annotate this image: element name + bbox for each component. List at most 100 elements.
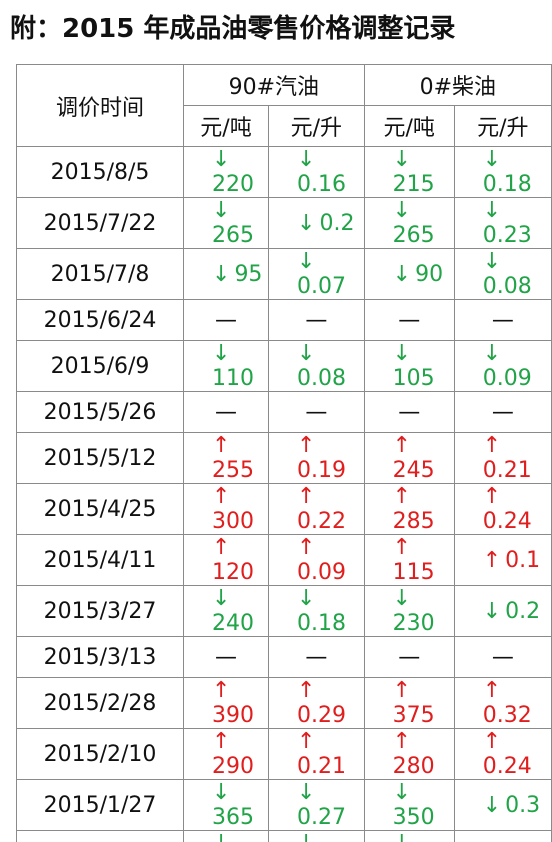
diesel-price-per-liter: ↓0.2 (454, 831, 551, 842)
price-change-value: 0.24 (483, 509, 532, 534)
diesel-price-per-ton: ↑375 (364, 678, 454, 729)
arrow-down-icon: ↓ (393, 262, 411, 287)
gasoline-price-per-liter: ↓0.2 (269, 198, 365, 249)
adjustment-date: 2015/7/8 (17, 249, 184, 300)
price-change-value: 0.24 (483, 754, 532, 779)
adjustment-date: 2015/3/27 (17, 586, 184, 637)
price-change-value: 0.2 (505, 599, 540, 624)
price-change-value: 105 (393, 366, 435, 391)
adjustment-date: 2015/1/27 (17, 780, 184, 831)
no-adjustment-dash: — (215, 645, 237, 670)
diesel-price-per-ton: ↓230 (364, 586, 454, 637)
arrow-up-icon: ↑ (297, 535, 315, 560)
diesel-price-per-liter: ↑0.24 (454, 484, 551, 535)
no-adjustment-dash: — (398, 645, 420, 670)
gasoline-price-per-liter: ↑0.09 (269, 535, 365, 586)
gasoline-price-per-ton: ↑120 (184, 535, 269, 586)
diesel-price-per-ton: — (364, 300, 454, 341)
price-change-value: 375 (393, 703, 435, 728)
gasoline-unit-ton-header: 元/吨 (184, 106, 269, 147)
diesel-price-per-ton: ↓105 (364, 341, 454, 392)
arrow-down-icon: ↓ (393, 831, 411, 842)
price-change-value: 0.07 (297, 274, 346, 299)
table-row: 2015/2/28↑390↑0.29↑375↑0.32 (17, 678, 552, 729)
arrow-down-icon: ↓ (393, 198, 411, 223)
arrow-down-icon: ↓ (393, 586, 411, 611)
gasoline-price-per-ton: ↑255 (184, 433, 269, 484)
arrow-up-icon: ↑ (212, 729, 230, 754)
gasoline-price-per-liter: ↑0.21 (269, 729, 365, 780)
gasoline-price-per-ton: ↑390 (184, 678, 269, 729)
table-row: 2015/3/13 — — — — (17, 637, 552, 678)
no-adjustment-dash: — (305, 645, 327, 670)
table-row: 2015/8/5↓220↓0.16↓215↓0.18 (17, 147, 552, 198)
arrow-up-icon: ↑ (393, 729, 411, 754)
gasoline-price-per-liter: ↓0.08 (269, 341, 365, 392)
price-change-value: 0.16 (297, 172, 346, 197)
gasoline-price-per-ton: ↓180 (184, 831, 269, 842)
diesel-price-per-liter: ↑0.21 (454, 433, 551, 484)
price-change-value: 0.22 (297, 509, 346, 534)
diesel-price-per-liter: ↑0.1 (454, 535, 551, 586)
diesel-price-per-ton: — (364, 392, 454, 433)
price-change-value: 0.29 (297, 703, 346, 728)
gasoline-unit-liter-header: 元/升 (269, 106, 365, 147)
arrow-up-icon: ↑ (297, 484, 315, 509)
diesel-price-per-liter: ↓0.2 (454, 586, 551, 637)
arrow-down-icon: ↓ (212, 586, 230, 611)
price-change-value: 0.27 (297, 805, 346, 830)
adjustment-date: 2015/2/10 (17, 729, 184, 780)
adjustment-date: 2015/6/24 (17, 300, 184, 341)
price-change-value: 0.1 (505, 548, 540, 573)
diesel-price-per-ton: ↓230 (364, 831, 454, 842)
price-change-value: 230 (393, 611, 435, 636)
gasoline-price-per-ton: ↓265 (184, 198, 269, 249)
gasoline-price-per-liter: ↑0.22 (269, 484, 365, 535)
price-change-value: 0.21 (483, 458, 532, 483)
gasoline-price-per-ton: ↓220 (184, 147, 269, 198)
gasoline-price-per-liter: ↓0.18 (269, 586, 365, 637)
arrow-down-icon: ↓ (297, 211, 315, 236)
price-adjustment-table: 调价时间 90#汽油 0#柴油 元/吨 元/升 元/吨 元/升 2015/8/5… (16, 64, 552, 842)
gasoline-price-per-liter: — (269, 300, 365, 341)
arrow-up-icon: ↑ (483, 678, 501, 703)
arrow-down-icon: ↓ (393, 147, 411, 172)
diesel-price-per-liter: — (454, 637, 551, 678)
arrow-down-icon: ↓ (297, 249, 315, 274)
price-change-value: 245 (393, 458, 435, 483)
arrow-down-icon: ↓ (393, 341, 411, 366)
diesel-price-per-ton: ↑245 (364, 433, 454, 484)
diesel-price-per-ton: ↓265 (364, 198, 454, 249)
arrow-down-icon: ↓ (297, 586, 315, 611)
arrow-up-icon: ↑ (297, 729, 315, 754)
arrow-down-icon: ↓ (212, 198, 230, 223)
diesel-price-per-liter: — (454, 300, 551, 341)
arrow-up-icon: ↑ (212, 535, 230, 560)
price-change-value: 95 (234, 262, 262, 287)
arrow-down-icon: ↓ (483, 147, 501, 172)
price-change-value: 120 (212, 560, 254, 585)
adjustment-date: 2015/3/13 (17, 637, 184, 678)
no-adjustment-dash: — (492, 645, 514, 670)
gasoline-price-per-ton: ↓240 (184, 586, 269, 637)
gasoline-price-per-ton: — (184, 392, 269, 433)
arrow-down-icon: ↓ (393, 780, 411, 805)
gasoline-price-per-liter: ↓0.16 (269, 147, 365, 198)
arrow-up-icon: ↑ (297, 678, 315, 703)
price-change-value: 0.09 (483, 366, 532, 391)
price-change-value: 300 (212, 509, 254, 534)
arrow-up-icon: ↑ (483, 484, 501, 509)
table-row: 2015/1/27↓365↓0.27↓350↓0.3 (17, 780, 552, 831)
date-column-header: 调价时间 (17, 65, 184, 147)
table-row: 2015/3/27↓240↓0.18↓230↓0.2 (17, 586, 552, 637)
diesel-price-per-liter: ↑0.32 (454, 678, 551, 729)
diesel-price-per-ton: — (364, 637, 454, 678)
arrow-down-icon: ↓ (212, 780, 230, 805)
adjustment-date: 2015/4/25 (17, 484, 184, 535)
price-change-value: 0.18 (297, 611, 346, 636)
arrow-up-icon: ↑ (393, 484, 411, 509)
gasoline-price-per-liter: — (269, 392, 365, 433)
adjustment-date: 2015/5/12 (17, 433, 184, 484)
price-change-value: 265 (212, 223, 254, 248)
table-row: 2015/6/24———— (17, 300, 552, 341)
